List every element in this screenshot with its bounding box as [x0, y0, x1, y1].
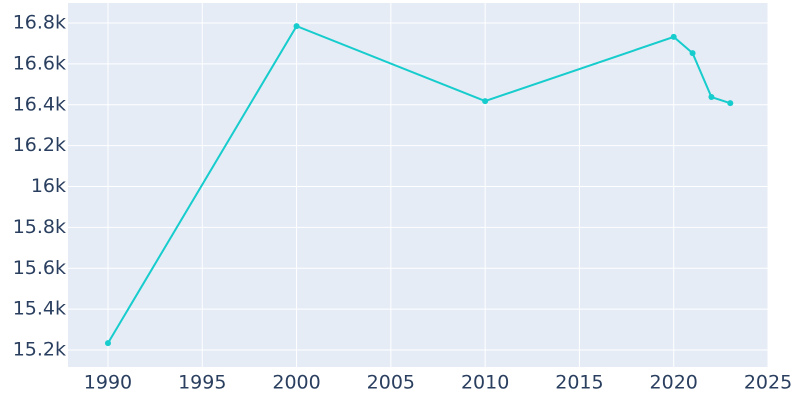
marker: [689, 50, 696, 57]
y-tick-label: 16.8k: [13, 12, 66, 34]
marker: [670, 33, 677, 40]
y-tick-label: 15.8k: [13, 216, 66, 238]
x-tick-label: 2005: [367, 372, 415, 394]
x-tick-label: 1995: [178, 372, 226, 394]
marker: [727, 100, 734, 107]
marker: [708, 94, 715, 101]
y-tick-label: 15.4k: [13, 298, 66, 320]
y-tick-label: 16k: [31, 175, 66, 197]
plot-area: [68, 3, 768, 367]
y-tick-label: 16.2k: [13, 134, 66, 156]
x-tick-label: 2025: [744, 372, 792, 394]
x-tick-label: 1990: [84, 372, 132, 394]
y-tick-label: 15.2k: [13, 339, 66, 361]
y-tick-label: 16.6k: [13, 52, 66, 74]
x-tick-label: 2020: [650, 372, 698, 394]
marker: [293, 23, 300, 30]
x-tick-label: 2010: [461, 372, 509, 394]
marker: [104, 340, 111, 347]
y-tick-label: 15.6k: [13, 257, 66, 279]
x-tick-label: 2000: [272, 372, 320, 394]
y-tick-label: 16.4k: [13, 93, 66, 115]
marker: [482, 98, 489, 105]
x-tick-label: 2015: [555, 372, 603, 394]
